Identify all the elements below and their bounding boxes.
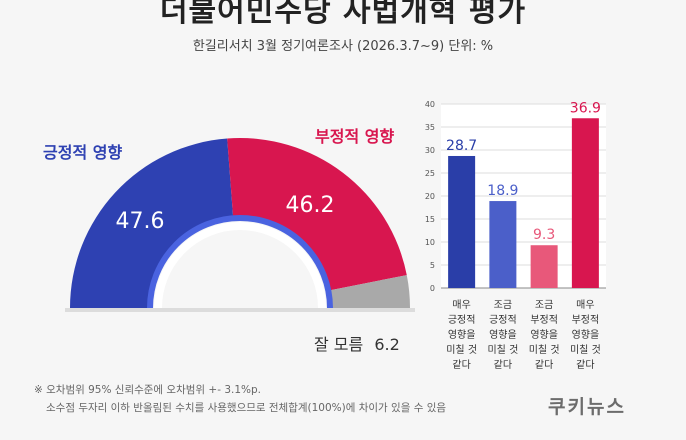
- bar-category-label: 같다: [576, 359, 594, 371]
- bar-y-tick-label: 0: [430, 284, 435, 293]
- bar-value-label-0: 28.7: [446, 138, 477, 154]
- bar-category-label: 조금: [535, 299, 553, 311]
- bar-category-label: 같다: [535, 359, 553, 371]
- donut-slice-positive: [70, 138, 234, 308]
- bar-category-label: 부정적: [572, 314, 600, 326]
- bar-category-label: 조금: [494, 299, 512, 311]
- unknown-label-text: 잘 모름: [314, 335, 363, 354]
- bar-category-label: 영향을: [530, 329, 558, 341]
- donut-inner-ring: [147, 215, 333, 309]
- bar-y-tick-label: 15: [425, 215, 435, 224]
- note-rounding: 소수점 두자리 이하 반올림된 수치를 사용했으므로 전체합계(100%)에 차…: [46, 402, 447, 414]
- bar-2: [530, 245, 558, 288]
- donut-slice-negative: [227, 138, 407, 291]
- bar-y-tick-label: 30: [425, 146, 435, 155]
- negative-label: 부정적 영향: [315, 127, 394, 146]
- positive-label: 긍정적 영향: [43, 143, 122, 162]
- negative-value: 46.2: [286, 193, 335, 218]
- chart-subtitle: 한길리서치 3월 정기여론조사 (2026.3.7~9) 단위: %: [192, 39, 494, 54]
- bar-3: [571, 118, 599, 288]
- bar-value-label-3: 36.9: [570, 100, 601, 116]
- bar-category-label: 미칠 것: [570, 344, 601, 356]
- bar-category-label: 같다: [494, 359, 512, 371]
- bar-category-label: 영향을: [448, 329, 476, 341]
- bar-y-tick-label: 25: [425, 169, 435, 178]
- bar-y-tick-label: 5: [430, 261, 435, 270]
- note-margin-of-error: ※ 오차범위 95% 신뢰수준에 오차범위 +- 3.1%p.: [34, 384, 262, 396]
- bar-category-label: 영향을: [489, 329, 517, 341]
- bar-category-label: 매우: [452, 299, 470, 311]
- bar-category-label: 부정적: [530, 314, 558, 326]
- donut-inner-halo: [154, 222, 326, 309]
- bar-category-label: 미칠 것: [446, 344, 477, 356]
- bar-value-label-2: 9.3: [533, 227, 555, 243]
- bar-value-label-1: 18.9: [487, 183, 518, 199]
- unknown-label: 잘 모름 6.2: [314, 335, 400, 354]
- bar-category-label: 긍정적: [489, 314, 517, 326]
- bar-category-label: 미칠 것: [487, 344, 518, 356]
- donut-slice-unknown: [330, 275, 410, 308]
- bar-category-label: 같다: [452, 359, 470, 371]
- bar-category-label: 영향을: [572, 329, 600, 341]
- unknown-value: 6.2: [374, 335, 399, 354]
- bar-y-tick-label: 10: [425, 238, 435, 247]
- bar-y-tick-label: 40: [425, 100, 435, 109]
- publisher-logo: 쿠키뉴스: [548, 396, 626, 418]
- positive-value: 47.6: [116, 209, 165, 234]
- chart-title: 더불어민주당 사법개혁 평가: [159, 0, 527, 29]
- donut-baseline: [65, 308, 415, 312]
- bar-category-label: 긍정적: [448, 314, 476, 326]
- bar-category-label: 매우: [576, 299, 594, 311]
- bar-y-tick-label: 35: [425, 123, 435, 132]
- bar-0: [448, 155, 476, 288]
- bar-1: [489, 201, 517, 288]
- bar-y-tick-label: 20: [425, 192, 435, 201]
- bar-category-label: 미칠 것: [529, 344, 560, 356]
